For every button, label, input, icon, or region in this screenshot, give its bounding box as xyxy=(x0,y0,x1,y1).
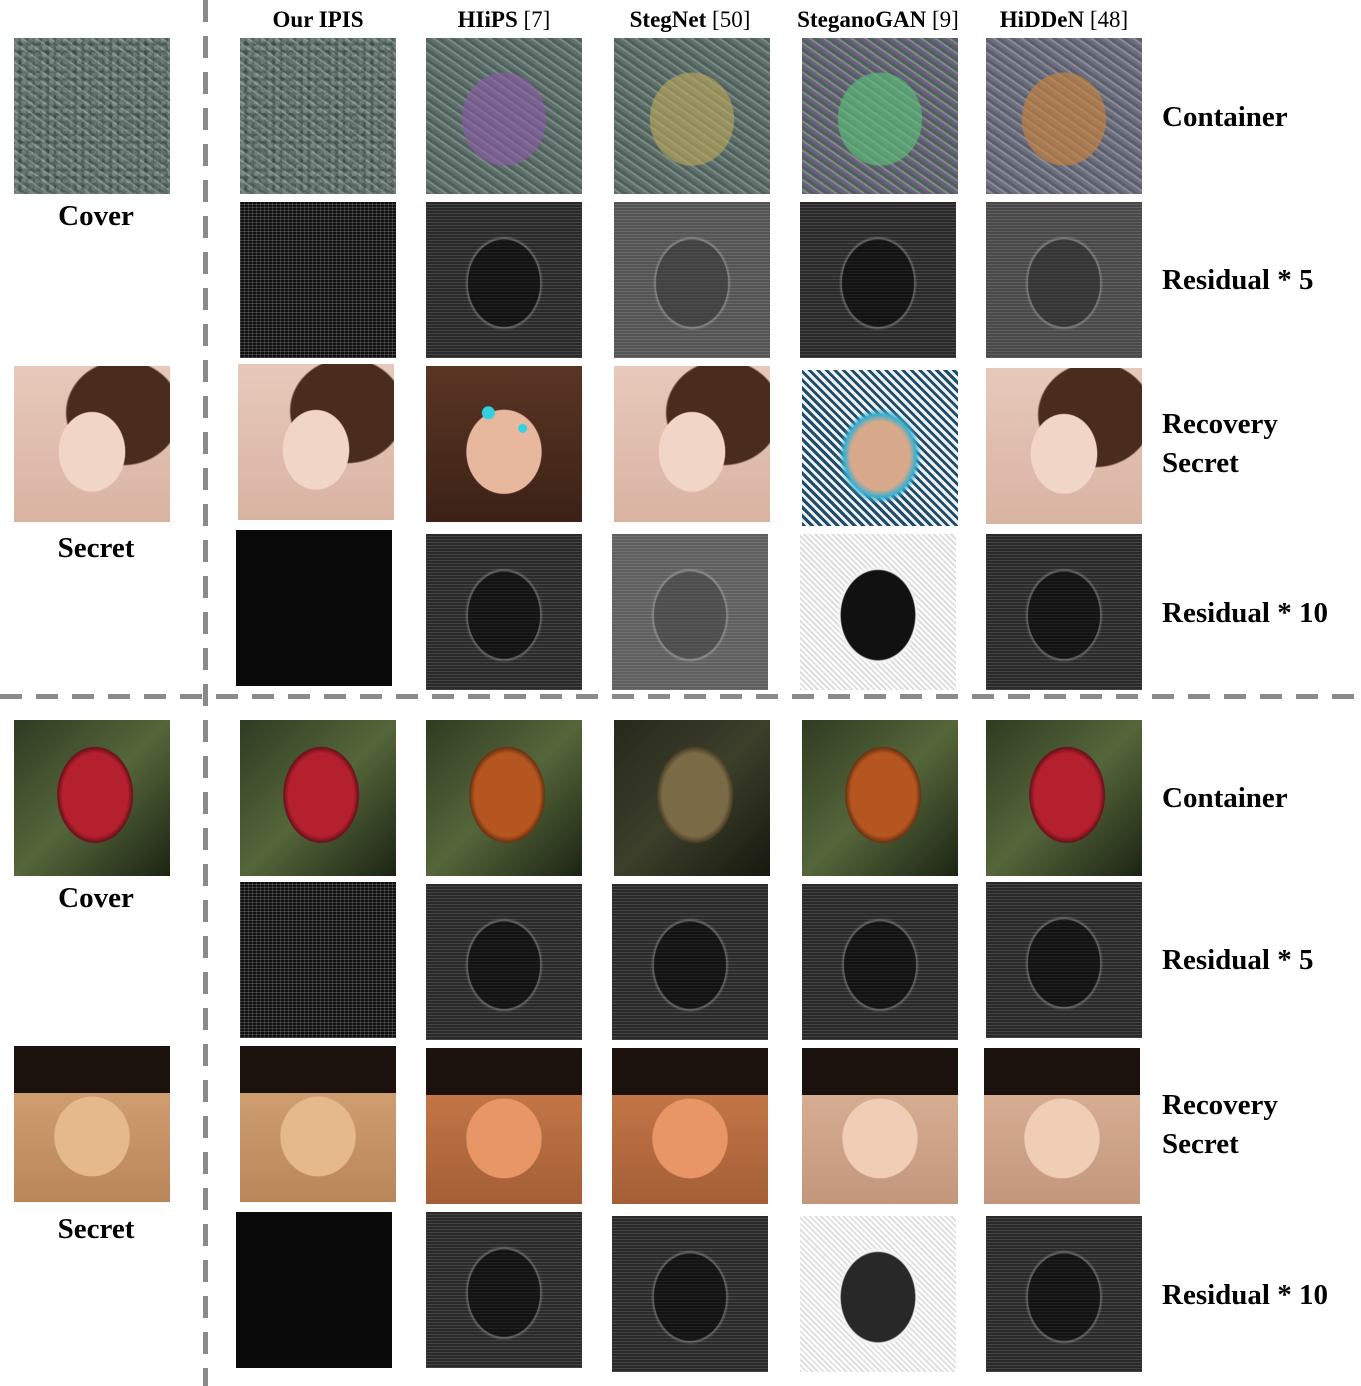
container-image-hidden-1 xyxy=(986,38,1142,194)
column-ref: [50] xyxy=(712,7,751,32)
container-image-hidden-2 xyxy=(986,720,1142,876)
recovery-image-hidden-2 xyxy=(984,1048,1140,1204)
residual10-image-stegnet-1 xyxy=(612,534,768,690)
row-label-residual10-1: Residual * 10 xyxy=(1162,597,1328,629)
container-image-ipis-1 xyxy=(240,38,396,194)
recovery-image-stegnet-1 xyxy=(614,366,770,522)
row-label-line: Recovery xyxy=(1162,1089,1278,1121)
residual10-image-hiips-2 xyxy=(426,1212,582,1368)
row-label-container-1: Container xyxy=(1162,101,1288,133)
cover-label-2: Cover xyxy=(58,882,134,914)
residual10-image-stegnet-2 xyxy=(612,1216,768,1372)
row-label-residual5-1: Residual * 5 xyxy=(1162,264,1314,296)
column-ref: [9] xyxy=(931,7,959,32)
column-name: HIiPS xyxy=(457,7,518,32)
recovery-image-ipis-1 xyxy=(238,364,394,520)
column-name: HiDDeN xyxy=(999,7,1085,32)
residual5-image-hiips-2 xyxy=(426,884,582,1040)
secret-image-2 xyxy=(14,1046,170,1202)
residual10-image-hidden-2 xyxy=(986,1216,1142,1372)
container-image-stegnet-1 xyxy=(614,38,770,194)
residual10-image-ipis-2 xyxy=(236,1212,392,1368)
vertical-dashed-separator xyxy=(203,0,208,1386)
residual5-image-hiips-1 xyxy=(426,202,582,358)
residual5-image-ipis-1 xyxy=(240,202,396,358)
recovery-image-hiips-2 xyxy=(426,1048,582,1204)
column-name: SteganoGAN xyxy=(797,7,927,32)
container-image-hiips-2 xyxy=(426,720,582,876)
recovery-image-steganogan-1 xyxy=(802,370,958,526)
residual5-image-steganogan-2 xyxy=(802,884,958,1040)
container-image-ipis-2 xyxy=(240,720,396,876)
recovery-image-hidden-1 xyxy=(986,368,1142,524)
residual5-image-hidden-2 xyxy=(986,882,1142,1038)
row-label-container-2: Container xyxy=(1162,782,1288,814)
column-header-hidden: HiDDeN [48] xyxy=(984,4,1144,36)
row-label-line: Recovery xyxy=(1162,408,1278,440)
column-name: StegNet xyxy=(629,7,707,32)
recovery-image-steganogan-2 xyxy=(802,1048,958,1204)
container-image-hiips-1 xyxy=(426,38,582,194)
residual10-image-steganogan-2 xyxy=(800,1216,956,1372)
residual10-image-hidden-1 xyxy=(986,534,1142,690)
residual5-image-stegnet-2 xyxy=(612,884,768,1040)
column-header-our-ipis: Our IPIS xyxy=(240,4,396,36)
row-label-residual5-2: Residual * 5 xyxy=(1162,944,1314,976)
residual5-image-steganogan-1 xyxy=(800,202,956,358)
horizontal-dashed-separator xyxy=(0,694,1361,699)
residual5-image-ipis-2 xyxy=(240,882,396,1038)
recovery-image-stegnet-2 xyxy=(612,1048,768,1204)
secret-label-1: Secret xyxy=(57,532,135,564)
row-label-residual10-2: Residual * 10 xyxy=(1162,1279,1328,1311)
residual10-image-ipis-1 xyxy=(236,530,392,686)
column-header-hiips: HIiPS [7] xyxy=(426,4,582,36)
column-name: Our IPIS xyxy=(272,7,364,32)
cover-image-2 xyxy=(14,720,170,876)
residual10-image-steganogan-1 xyxy=(800,534,956,690)
row-label-line: Secret xyxy=(1162,1128,1239,1160)
row-label-line: Secret xyxy=(1162,447,1239,479)
cover-image-1 xyxy=(14,38,170,194)
container-image-steganogan-2 xyxy=(802,720,958,876)
column-ref: [48] xyxy=(1089,7,1129,32)
row-label-recovery-1: Recovery Secret xyxy=(1162,405,1278,483)
column-header-stegnet: StegNet [50] xyxy=(612,4,768,36)
recovery-image-ipis-2 xyxy=(240,1046,396,1202)
secret-image-1 xyxy=(14,366,170,522)
residual10-image-hiips-1 xyxy=(426,534,582,690)
residual5-image-hidden-1 xyxy=(986,202,1142,358)
secret-label-2: Secret xyxy=(57,1213,135,1245)
container-image-stegnet-2 xyxy=(614,720,770,876)
column-header-steganogan: SteganoGAN [9] xyxy=(790,4,966,36)
cover-label-1: Cover xyxy=(58,200,134,232)
recovery-image-hiips-1 xyxy=(426,366,582,522)
residual5-image-stegnet-1 xyxy=(614,202,770,358)
container-image-steganogan-1 xyxy=(802,38,958,194)
column-ref: [7] xyxy=(523,7,551,32)
row-label-recovery-2: Recovery Secret xyxy=(1162,1086,1278,1164)
